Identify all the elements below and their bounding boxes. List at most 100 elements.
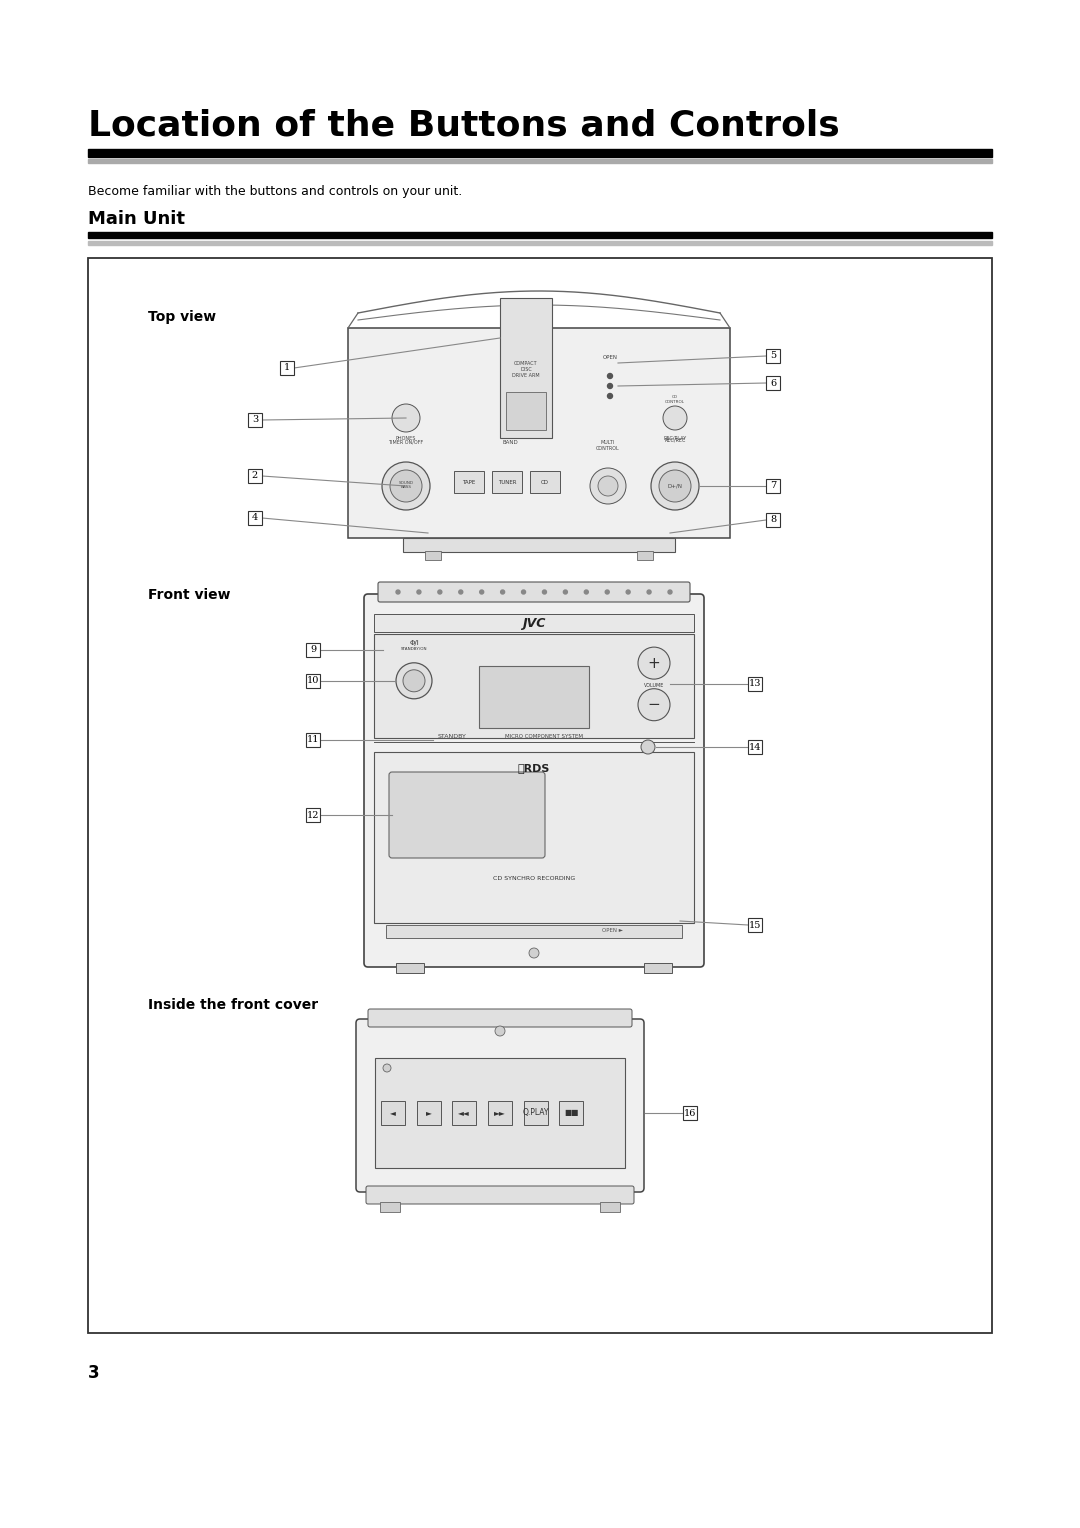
Text: Top view: Top view: [148, 310, 216, 324]
Circle shape: [607, 394, 612, 399]
Text: TIMER ON/OFF: TIMER ON/OFF: [389, 440, 423, 445]
Circle shape: [607, 384, 612, 388]
Text: 16: 16: [684, 1108, 697, 1117]
Circle shape: [651, 461, 699, 510]
Circle shape: [390, 471, 422, 503]
Bar: [454, 471, 484, 494]
Text: ⓒRDS: ⓒRDS: [517, 762, 550, 773]
Bar: [87, 150, 993, 157]
Text: VOLUME: VOLUME: [644, 683, 664, 689]
Circle shape: [417, 590, 421, 594]
FancyBboxPatch shape: [366, 1186, 634, 1204]
Bar: [306, 733, 320, 747]
Circle shape: [638, 689, 670, 721]
Circle shape: [642, 740, 654, 753]
Circle shape: [590, 468, 626, 504]
Bar: [248, 413, 262, 426]
Text: +: +: [648, 656, 660, 671]
Text: 3: 3: [252, 416, 258, 425]
Bar: [480, 666, 589, 727]
Text: Φ/I: Φ/I: [409, 640, 419, 646]
Text: OPEN: OPEN: [603, 354, 618, 361]
Bar: [559, 1102, 583, 1125]
Circle shape: [584, 590, 589, 594]
Bar: [637, 552, 653, 559]
Circle shape: [495, 1025, 505, 1036]
Bar: [374, 752, 694, 923]
Text: 10: 10: [307, 677, 320, 685]
FancyBboxPatch shape: [356, 1019, 644, 1192]
Bar: [766, 478, 780, 494]
Bar: [417, 1102, 441, 1125]
Text: 8: 8: [770, 515, 777, 524]
Text: JVC: JVC: [523, 616, 545, 630]
Text: 13: 13: [748, 680, 761, 689]
Circle shape: [647, 590, 651, 594]
Text: 3: 3: [87, 1365, 99, 1381]
Circle shape: [403, 669, 426, 692]
Circle shape: [638, 648, 670, 678]
FancyBboxPatch shape: [364, 594, 704, 967]
Text: BAND: BAND: [502, 440, 518, 445]
Circle shape: [529, 947, 539, 958]
Circle shape: [542, 590, 546, 594]
Circle shape: [382, 461, 430, 510]
Text: 6: 6: [770, 379, 777, 388]
Bar: [375, 1057, 625, 1167]
Circle shape: [396, 590, 400, 594]
Text: PHONES: PHONES: [395, 435, 416, 442]
Bar: [644, 963, 672, 973]
Text: STANDBY/ON: STANDBY/ON: [401, 646, 428, 651]
Bar: [530, 471, 561, 494]
Circle shape: [459, 590, 462, 594]
Circle shape: [605, 590, 609, 594]
Circle shape: [607, 373, 612, 379]
Circle shape: [669, 590, 672, 594]
Bar: [374, 614, 694, 633]
Text: 2: 2: [252, 472, 258, 480]
Circle shape: [383, 1063, 391, 1073]
FancyBboxPatch shape: [389, 772, 545, 859]
Text: 5: 5: [770, 351, 777, 361]
Text: 1: 1: [284, 364, 291, 373]
Text: 7: 7: [770, 481, 777, 490]
Bar: [280, 361, 294, 374]
Text: CD: CD: [541, 480, 549, 484]
Text: TAPE: TAPE: [462, 480, 475, 484]
Bar: [87, 159, 993, 163]
Bar: [524, 1102, 548, 1125]
Text: COMPACT
DISC
DRIVE ARM: COMPACT DISC DRIVE ARM: [512, 362, 540, 377]
Text: Main Unit: Main Unit: [87, 209, 185, 228]
Bar: [683, 1106, 697, 1120]
Bar: [380, 1203, 400, 1212]
Bar: [381, 1102, 405, 1125]
Bar: [748, 677, 762, 691]
Circle shape: [522, 590, 526, 594]
Bar: [766, 348, 780, 364]
Circle shape: [659, 471, 691, 503]
Text: MICRO COMPONENT SYSTEM: MICRO COMPONENT SYSTEM: [505, 733, 583, 740]
Bar: [748, 918, 762, 932]
FancyBboxPatch shape: [368, 1008, 632, 1027]
Text: ►: ►: [426, 1108, 432, 1117]
Text: Q.PLAY: Q.PLAY: [523, 1108, 549, 1117]
Bar: [87, 241, 993, 244]
FancyBboxPatch shape: [378, 582, 690, 602]
Circle shape: [663, 406, 687, 429]
Bar: [306, 808, 320, 822]
Circle shape: [396, 663, 432, 698]
Text: OPEN ►: OPEN ►: [602, 929, 622, 934]
Text: ◄: ◄: [390, 1108, 395, 1117]
Bar: [488, 1102, 512, 1125]
Text: D+/N: D+/N: [667, 483, 683, 489]
Bar: [386, 924, 681, 938]
Circle shape: [626, 590, 630, 594]
Bar: [426, 552, 441, 559]
Bar: [248, 510, 262, 526]
Text: MULTI
CONTROL: MULTI CONTROL: [596, 440, 620, 451]
Text: 9: 9: [310, 645, 316, 654]
Text: −: −: [648, 697, 660, 712]
Bar: [87, 258, 993, 1332]
Circle shape: [501, 590, 504, 594]
Text: 12: 12: [307, 810, 320, 819]
